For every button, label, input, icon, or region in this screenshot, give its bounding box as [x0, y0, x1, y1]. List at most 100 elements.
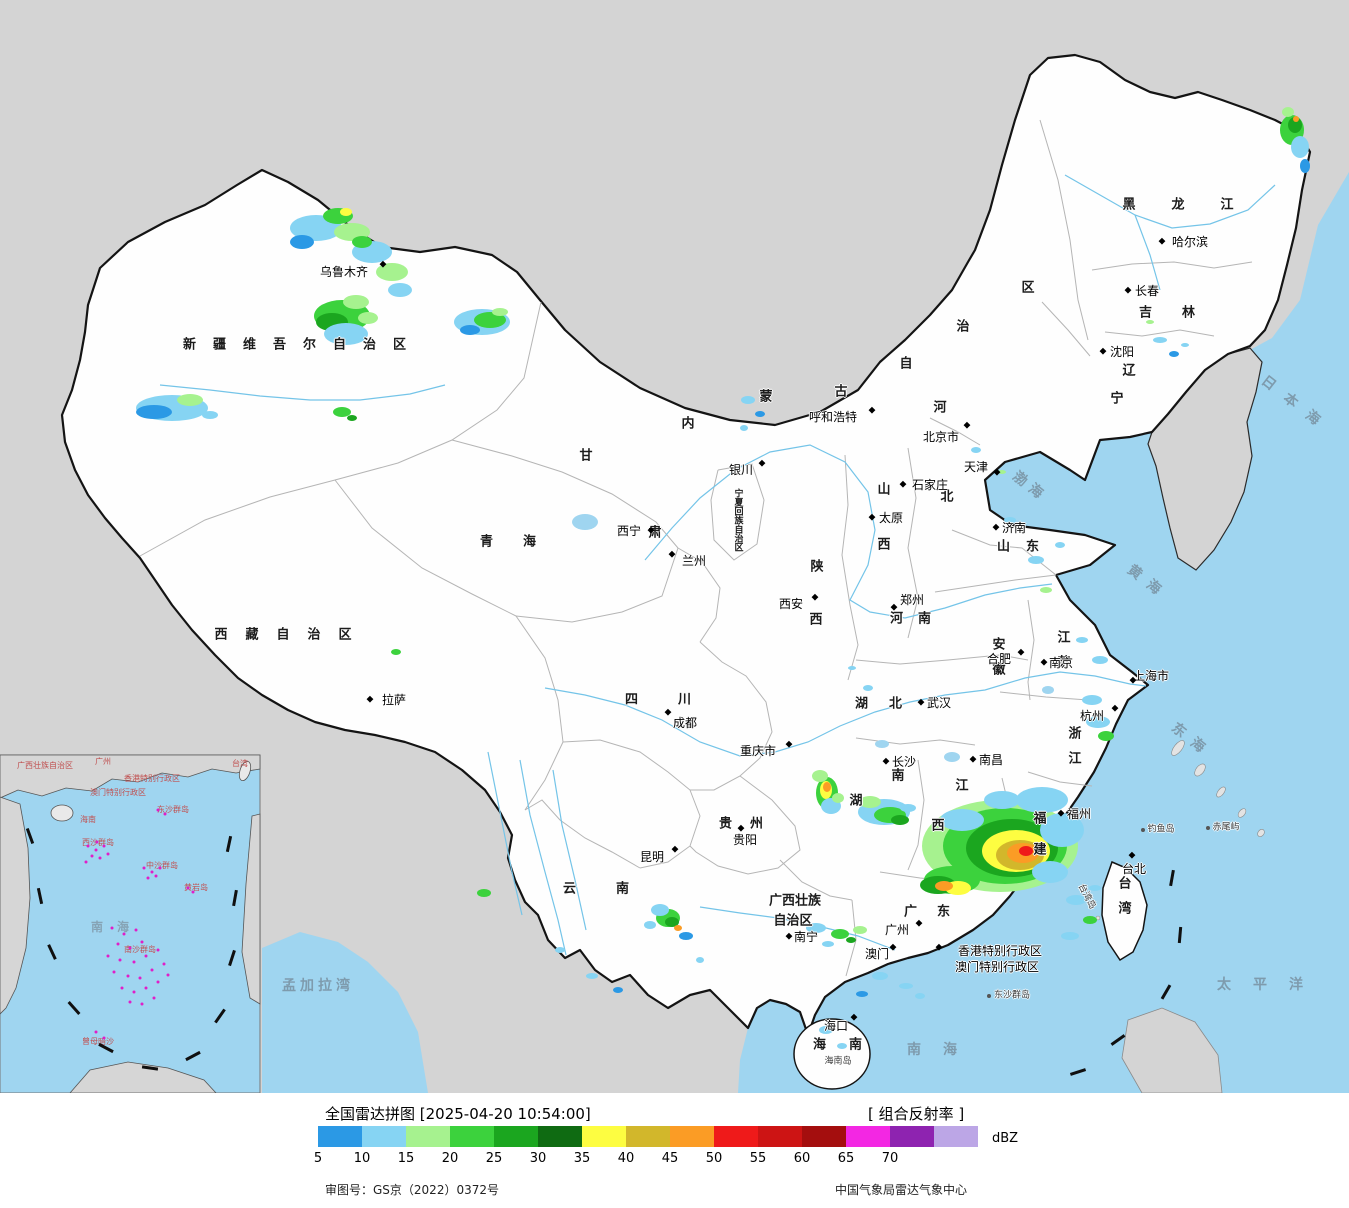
bay-of-bengal: [262, 932, 428, 1093]
radar-echo: [1086, 716, 1110, 728]
scale-value: 40: [617, 1151, 635, 1166]
radar-echo: [474, 312, 506, 328]
radar-echo: [391, 649, 401, 655]
scale-value: 70: [881, 1151, 899, 1166]
radar-echo: [806, 923, 826, 933]
radar-echo: [696, 957, 704, 963]
unit-label: dBZ: [992, 1131, 1019, 1146]
radar-echo: [940, 809, 984, 831]
scale-value: 50: [705, 1151, 723, 1166]
radar-echo: [1066, 895, 1086, 905]
inset-coast-land: [0, 754, 261, 799]
radar-echo: [1055, 542, 1065, 548]
color-scale-cell: [494, 1126, 538, 1147]
inset-vietnam: [0, 796, 31, 1015]
radar-echo: [872, 972, 888, 980]
radar-echo: [358, 312, 378, 324]
radar-echo: [644, 921, 656, 929]
radar-echo: [984, 791, 1020, 809]
radar-echo: [586, 973, 598, 979]
color-scale-cell: [714, 1126, 758, 1147]
radar-echo: [202, 411, 218, 419]
radar-echo: [1293, 116, 1299, 122]
approval-number: 审图号：GS京（2022）0372号: [325, 1183, 499, 1197]
radar-echo: [1146, 320, 1154, 324]
color-scale-cell: [802, 1126, 846, 1147]
radar-echo: [1032, 861, 1068, 883]
radar-echo: [674, 925, 682, 931]
color-scale-bar: [318, 1126, 978, 1147]
radar-echo: [823, 782, 831, 792]
color-scale-cell: [626, 1126, 670, 1147]
scale-value: 65: [837, 1151, 855, 1166]
radar-echo: [340, 208, 352, 216]
color-scale-cell: [406, 1126, 450, 1147]
rivers: [159, 174, 1276, 956]
radar-echo: [1028, 556, 1044, 564]
radar-echo: [1291, 136, 1309, 158]
radar-echo: [477, 889, 491, 897]
map-title: 全国雷达拼图 [2025-04-20 10:54:00]: [325, 1105, 591, 1123]
radar-echo: [1083, 916, 1097, 924]
radar-echo: [863, 685, 873, 691]
china-landmass: [60, 53, 1312, 1037]
radar-echo: [333, 407, 351, 417]
color-scale-cell: [318, 1126, 362, 1147]
inset-taiwan: [238, 760, 252, 782]
radar-echo: [740, 425, 748, 431]
legend-panel: 全国雷达拼图 [2025-04-20 10:54:00] [ 组合反射率 ] d…: [0, 1093, 1349, 1208]
radar-echo: [1004, 517, 1016, 523]
radar-echo: [812, 770, 828, 782]
radar-echo: [177, 394, 203, 406]
map-graphics: [0, 53, 1349, 1093]
radar-echo: [1181, 343, 1189, 347]
inset-philippines: [241, 813, 261, 1005]
radar-echo: [492, 308, 508, 316]
radar-echo: [1089, 885, 1101, 891]
scale-value: 60: [793, 1151, 811, 1166]
radar-echo: [856, 991, 868, 997]
color-scale-cell: [890, 1126, 934, 1147]
ryukyu-islands: [1171, 740, 1265, 837]
radar-echo: [555, 947, 565, 953]
radar-echo: [819, 1026, 833, 1034]
radar-echo: [822, 941, 834, 947]
scale-value: 55: [749, 1151, 767, 1166]
radar-echo: [848, 666, 856, 670]
radar-echo: [915, 993, 925, 999]
scale-value: 35: [573, 1151, 591, 1166]
radar-echo: [665, 917, 679, 927]
inset-borneo: [69, 1061, 217, 1093]
radar-echo: [388, 283, 412, 297]
radar-echo: [853, 926, 867, 934]
radar-echo: [460, 325, 480, 335]
radar-echo-layer: [136, 107, 1310, 1049]
radar-echo: [352, 236, 372, 248]
radar-echo: [1040, 587, 1052, 593]
scale-value: 20: [441, 1151, 459, 1166]
radar-echo: [1016, 787, 1068, 813]
radar-echo: [1076, 637, 1088, 643]
radar-echo: [324, 323, 368, 345]
radar-echo: [1282, 107, 1294, 117]
radar-echo: [846, 937, 856, 943]
scale-values: 5 10 15 20 25 30 35 40 45 50 55 60 65 70: [0, 1093, 1349, 1208]
scale-value: 5: [313, 1151, 323, 1166]
radar-echo: [971, 447, 981, 453]
color-scale-cell: [582, 1126, 626, 1147]
radar-echo: [998, 470, 1006, 474]
radar-echo: [1153, 337, 1167, 343]
radar-echo: [741, 396, 755, 404]
scale-value: 45: [661, 1151, 679, 1166]
color-scale-cell: [846, 1126, 890, 1147]
hainan-island: [793, 1018, 871, 1090]
radar-echo: [343, 295, 369, 309]
radar-echo: [935, 881, 953, 891]
color-scale-cell: [538, 1126, 582, 1147]
radar-echo: [1098, 731, 1114, 741]
radar-echo: [347, 415, 357, 421]
radar-echo: [859, 796, 881, 808]
radar-echo: [1061, 932, 1079, 940]
color-scale-cell: [670, 1126, 714, 1147]
color-scale-cell: [934, 1126, 978, 1147]
